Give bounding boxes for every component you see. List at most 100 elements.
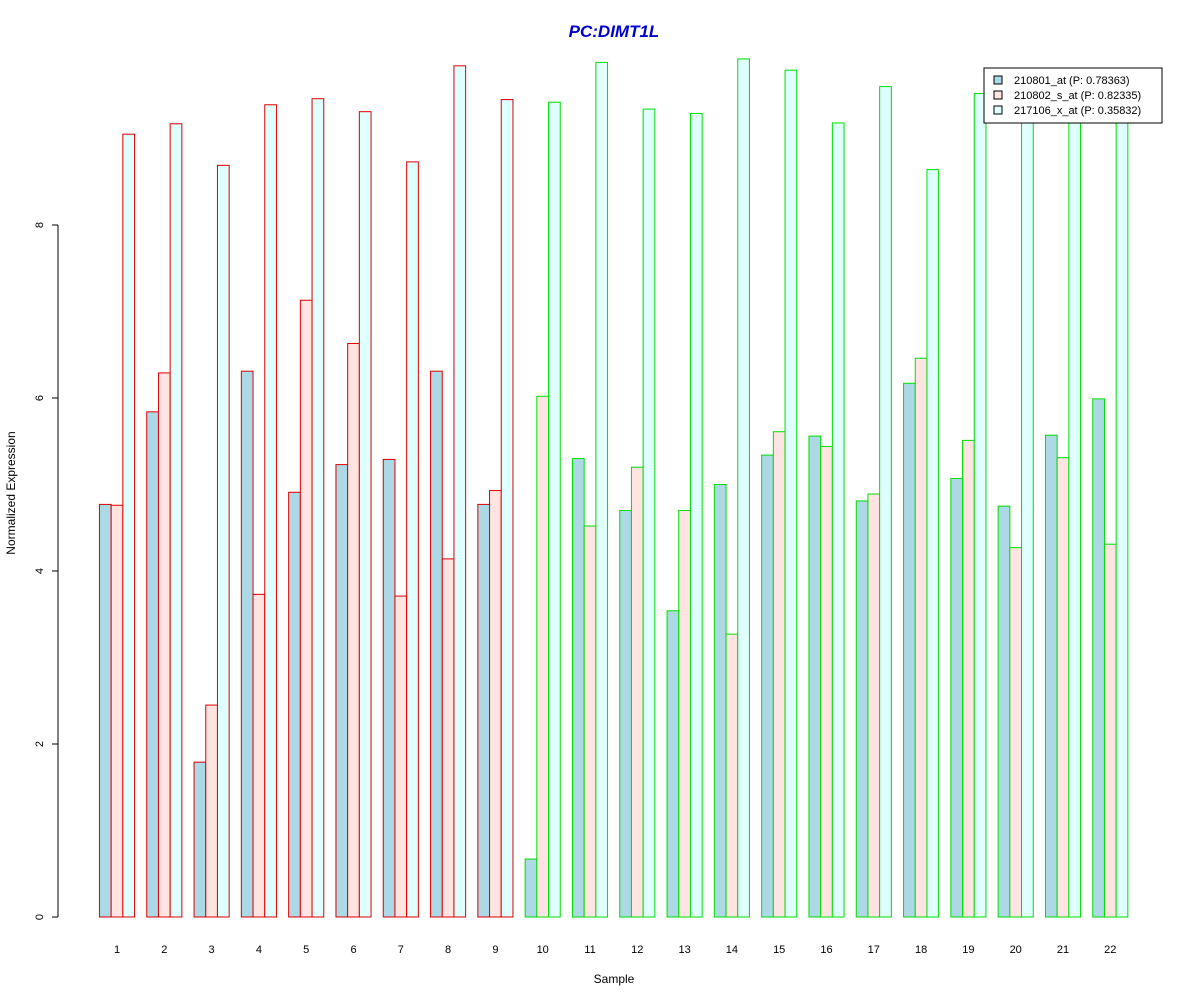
bar-sample-1-series-2 xyxy=(110,504,124,918)
bar-sample-7-series-2 xyxy=(394,595,408,918)
bar-sample-4-series-3 xyxy=(264,104,277,918)
x-tick-label-15: 15 xyxy=(773,944,785,956)
bar-sample-8-series-3 xyxy=(453,65,467,918)
bar-sample-4-series-2 xyxy=(252,593,266,918)
bar-sample-15-series-1 xyxy=(761,454,774,918)
bar-sample-5-series-2 xyxy=(299,299,313,918)
bar-sample-19-series-3 xyxy=(973,93,987,918)
bar-sample-5-series-3 xyxy=(311,98,325,918)
y-tick-label: 8 xyxy=(34,222,46,228)
bar-sample-4-series-1 xyxy=(240,370,254,918)
bar-sample-18-series-2 xyxy=(914,357,928,918)
bar-sample-16-series-2 xyxy=(820,445,833,918)
x-tick-label-20: 20 xyxy=(1010,944,1022,956)
legend-swatch-2 xyxy=(993,90,1003,100)
bar-sample-11-series-3 xyxy=(595,61,609,918)
x-tick-label-19: 19 xyxy=(962,944,974,956)
bar-sample-16-series-3 xyxy=(831,122,845,918)
bar-sample-17-series-3 xyxy=(879,86,892,918)
bar-sample-9-series-1 xyxy=(477,503,491,918)
bar-sample-11-series-2 xyxy=(583,525,597,918)
bar-sample-6-series-3 xyxy=(358,111,372,918)
legend-label-3: 217106_x_at (P: 0.35832) xyxy=(1014,105,1141,117)
bar-sample-1-series-3 xyxy=(122,133,136,918)
x-tick-label-3: 3 xyxy=(209,944,215,956)
x-tick-label-13: 13 xyxy=(678,944,690,956)
x-tick-label-7: 7 xyxy=(398,944,404,956)
bar-sample-3-series-1 xyxy=(193,761,207,918)
legend-label-1: 210801_at (P: 0.78363) xyxy=(1014,75,1130,87)
legend: 210801_at (P: 0.78363) 210802_s_at (P: 0.… xyxy=(983,67,1163,124)
bar-sample-21-series-1 xyxy=(1044,434,1058,918)
chart-title: PC:DIMT1L xyxy=(569,22,660,41)
bar-sample-7-series-1 xyxy=(382,458,396,918)
x-tick-label-16: 16 xyxy=(820,944,832,956)
x-tick-label-8: 8 xyxy=(445,944,451,956)
bar-sample-17-series-2 xyxy=(867,493,881,918)
y-tick-label: 2 xyxy=(34,741,46,747)
bar-sample-6-series-2 xyxy=(347,343,360,918)
bar-sample-16-series-1 xyxy=(808,435,822,918)
x-tick-label-11: 11 xyxy=(584,944,595,956)
bar-sample-19-series-1 xyxy=(950,477,964,918)
bar-sample-5-series-1 xyxy=(288,491,301,918)
bar-sample-14-series-3 xyxy=(737,58,750,918)
bar-sample-18-series-1 xyxy=(903,382,916,918)
bar-sample-15-series-3 xyxy=(784,69,798,918)
bar-sample-20-series-2 xyxy=(1009,547,1023,918)
x-tick-label-5: 5 xyxy=(303,944,309,956)
bar-sample-6-series-1 xyxy=(335,464,349,918)
bar-sample-20-series-3 xyxy=(1021,117,1034,918)
bar-sample-22-series-3 xyxy=(1115,112,1129,918)
bar-sample-8-series-2 xyxy=(441,558,455,918)
bar-sample-14-series-2 xyxy=(725,633,739,918)
bar-sample-3-series-3 xyxy=(216,164,230,918)
x-tick-label-21: 21 xyxy=(1057,944,1069,956)
bar-sample-2-series-1 xyxy=(146,411,159,918)
bar-sample-22-series-1 xyxy=(1092,398,1105,918)
bar-sample-17-series-1 xyxy=(855,500,869,918)
bar-sample-8-series-1 xyxy=(430,370,443,918)
y-tick-label: 0 xyxy=(34,914,46,920)
x-axis-label: Sample xyxy=(594,972,635,986)
bar-sample-10-series-1 xyxy=(524,858,538,918)
y-axis: 0 2 4 6 8 xyxy=(34,222,59,920)
x-tick-label-18: 18 xyxy=(915,944,927,956)
bar-sample-15-series-2 xyxy=(772,431,786,918)
x-tick-label-6: 6 xyxy=(350,944,356,956)
bar-sample-12-series-2 xyxy=(630,466,644,918)
bar-sample-12-series-1 xyxy=(619,509,632,918)
bar-sample-10-series-3 xyxy=(548,101,561,918)
bar-sample-22-series-2 xyxy=(1103,543,1117,918)
bar-sample-14-series-1 xyxy=(713,484,727,918)
legend-swatch-1 xyxy=(993,75,1003,85)
bar-sample-13-series-3 xyxy=(689,112,703,918)
legend-label-2: 210802_s_at (P: 0.82335) xyxy=(1014,90,1141,102)
bar-sample-13-series-2 xyxy=(678,509,691,918)
bar-sample-21-series-2 xyxy=(1056,457,1070,918)
x-tick-label-17: 17 xyxy=(868,944,880,956)
x-tick-label-2: 2 xyxy=(161,944,167,956)
bar-sample-21-series-3 xyxy=(1068,112,1082,918)
y-tick-label: 6 xyxy=(34,395,46,401)
bar-sample-9-series-2 xyxy=(489,490,502,918)
y-axis-label: Normalized Expression xyxy=(4,431,18,554)
bar-sample-20-series-1 xyxy=(997,505,1011,918)
bar-sample-2-series-2 xyxy=(157,372,171,918)
y-tick-label: 4 xyxy=(34,568,46,574)
bar-sample-1-series-1 xyxy=(98,503,112,918)
bar-sample-13-series-1 xyxy=(666,610,680,918)
bar-sample-12-series-3 xyxy=(642,108,656,918)
bar-sample-2-series-3 xyxy=(169,123,183,918)
bar-sample-10-series-2 xyxy=(536,395,550,918)
x-tick-label-1: 1 xyxy=(114,944,120,956)
legend-swatch-3 xyxy=(993,105,1003,115)
bar-sample-18-series-3 xyxy=(926,169,940,918)
x-tick-label-9: 9 xyxy=(492,944,498,956)
bar-sample-3-series-2 xyxy=(205,704,218,918)
x-tick-label-22: 22 xyxy=(1104,944,1116,956)
bar-sample-9-series-3 xyxy=(500,99,514,918)
x-tick-label-4: 4 xyxy=(256,944,262,956)
